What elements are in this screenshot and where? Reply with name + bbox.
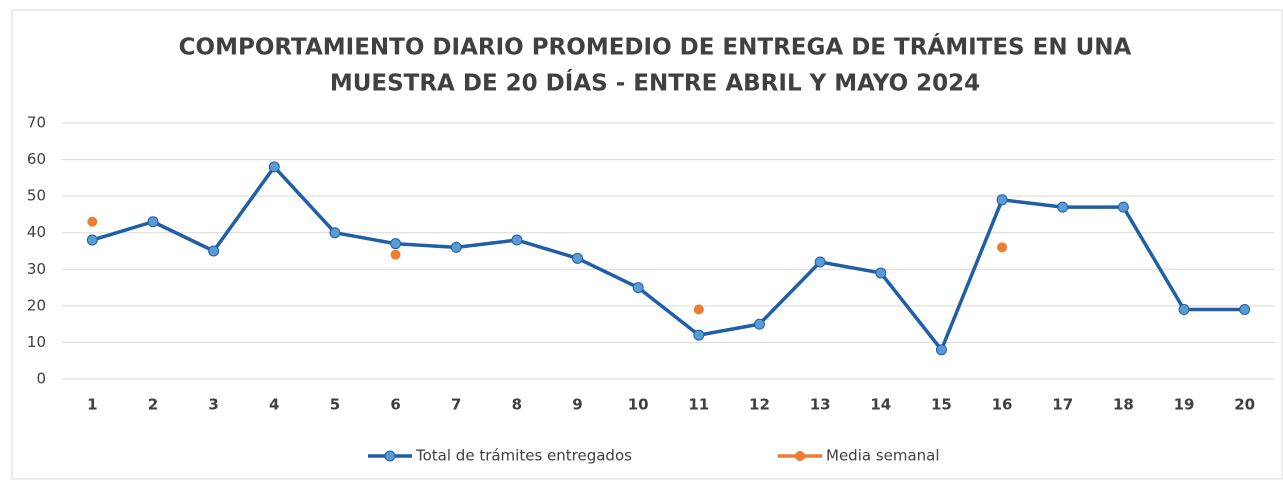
- x-tick-label: 16: [992, 396, 1013, 414]
- chart-border: [11, 9, 1283, 480]
- x-tick-label: 13: [810, 396, 831, 414]
- x-tick-label: 12: [749, 396, 770, 414]
- point: [1117, 201, 1129, 213]
- y-tick-label: 40: [27, 223, 46, 241]
- legend-label: Total de trámites entregados: [415, 447, 632, 465]
- point: [87, 216, 98, 227]
- point: [572, 252, 584, 264]
- point: [632, 282, 644, 294]
- point: [996, 194, 1008, 206]
- x-tick-label: 19: [1174, 396, 1195, 414]
- x-tick-label: 10: [628, 396, 649, 414]
- series-line: [91, 165, 1245, 352]
- x-tick-label: 7: [451, 396, 461, 414]
- point: [875, 267, 887, 279]
- y-tick-label: 10: [27, 333, 46, 351]
- point: [147, 216, 159, 228]
- point: [935, 344, 947, 356]
- point: [753, 318, 765, 330]
- point: [693, 304, 704, 315]
- y-tick-label: 50: [27, 187, 46, 205]
- x-tick-label: 14: [870, 396, 891, 414]
- point: [511, 234, 523, 246]
- x-tick-label: 17: [1052, 396, 1073, 414]
- x-tick-label: 15: [931, 396, 952, 414]
- x-tick-label: 5: [330, 396, 340, 414]
- y-tick-label: 70: [27, 114, 46, 132]
- point: [997, 242, 1008, 253]
- x-tick-label: 6: [390, 396, 400, 414]
- x-tick-label: 9: [572, 396, 582, 414]
- legend-label: Media semanal: [826, 447, 940, 465]
- x-tick-label: 4: [269, 396, 279, 414]
- point: [814, 256, 826, 268]
- chart-title: COMPORTAMIENTO DIARIO PROMEDIO DE ENTREG…: [179, 33, 1132, 61]
- legend-marker: [384, 450, 396, 462]
- point: [1057, 201, 1069, 213]
- point: [693, 329, 705, 341]
- x-tick-label: 20: [1234, 396, 1255, 414]
- point: [1178, 304, 1190, 316]
- legend-marker: [795, 451, 805, 461]
- x-tick-label: 1: [87, 396, 97, 414]
- x-tick-label: 18: [1113, 396, 1134, 414]
- y-tick-label: 20: [27, 296, 46, 314]
- point: [390, 238, 402, 250]
- point: [86, 234, 98, 246]
- point: [450, 241, 462, 253]
- y-tick-label: 60: [27, 150, 46, 168]
- chart-title: MUESTRA DE 20 DÍAS - ENTRE ABRIL Y MAYO …: [330, 69, 980, 97]
- y-tick-label: 30: [27, 260, 46, 278]
- x-tick-label: 8: [512, 396, 522, 414]
- point: [329, 227, 341, 239]
- x-tick-label: 2: [148, 396, 158, 414]
- x-tick-label: 3: [208, 396, 218, 414]
- x-tick-label: 11: [688, 396, 709, 414]
- point: [268, 161, 280, 173]
- point: [1239, 304, 1251, 316]
- y-tick-label: 0: [36, 370, 46, 388]
- point: [208, 245, 220, 257]
- point: [390, 249, 401, 260]
